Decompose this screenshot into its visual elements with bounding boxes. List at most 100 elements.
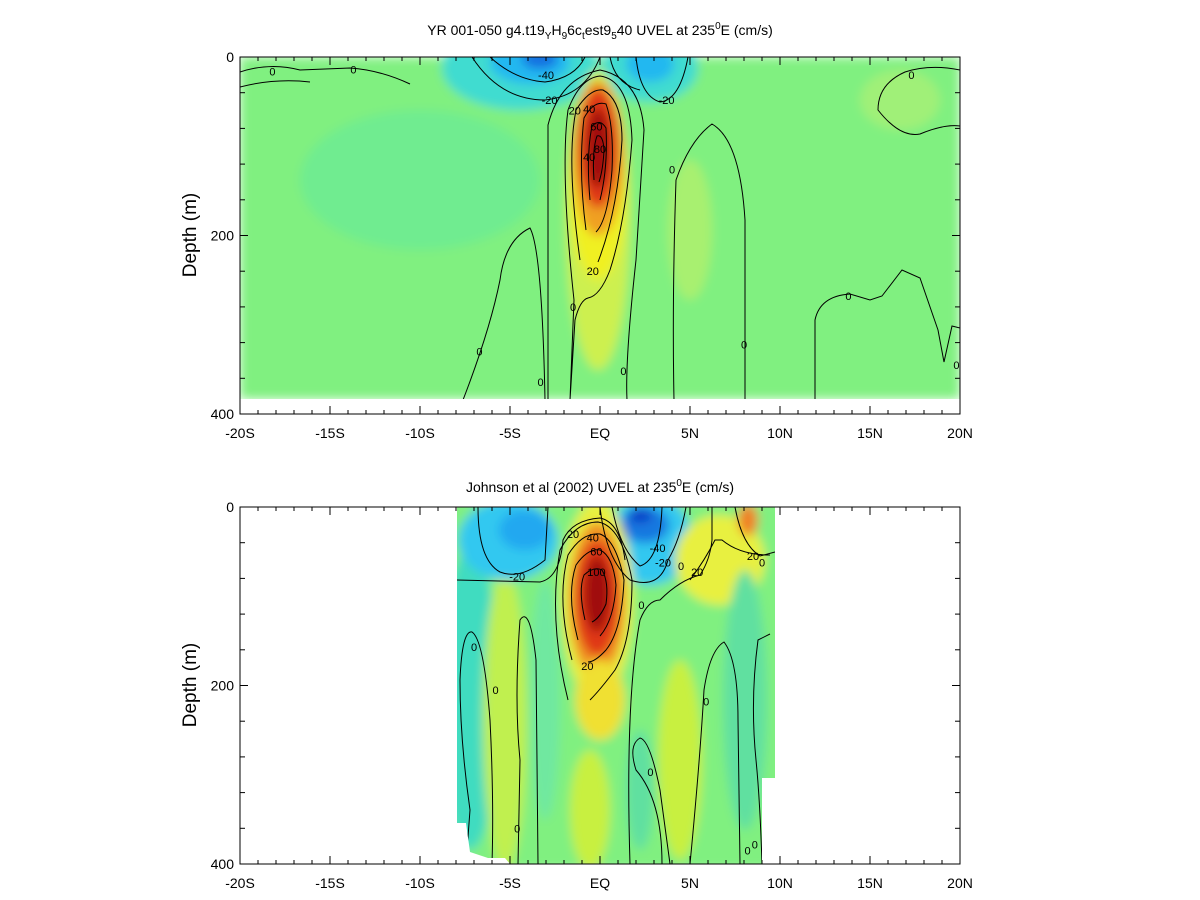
- contour-label: -20: [542, 95, 558, 107]
- sec-north-core-2: [628, 507, 652, 523]
- contour-label: 0: [269, 66, 275, 78]
- contour-label: 0: [845, 291, 851, 303]
- contour-line: [459, 631, 494, 864]
- contour-label: 0: [620, 366, 626, 378]
- chart-title-1: YR 001-050 g4.t19YH96ctest9540 UVEL at 2…: [427, 21, 773, 42]
- y-tick-label: 200: [211, 228, 235, 244]
- contour-label: 60: [590, 547, 602, 559]
- east-flow-15n-1: [860, 70, 940, 130]
- x-tick-label: 5N: [681, 425, 699, 441]
- contour-line: [632, 737, 671, 864]
- contour-label: 20: [691, 567, 703, 579]
- contour-line: [599, 507, 687, 583]
- x-tick-label: EQ: [590, 875, 610, 891]
- contour-line: [611, 507, 663, 567]
- contour-label: 40: [583, 152, 595, 164]
- contour-line: [516, 616, 539, 864]
- chart-panel-1: YR 001-050 g4.t19YH96ctest9540 UVEL at 2…: [180, 21, 973, 441]
- contour-line: [672, 123, 746, 399]
- east-flow-3n-2: [658, 660, 702, 860]
- contour-label: -20: [655, 557, 671, 569]
- contour-line: [547, 69, 645, 399]
- contour-line: [587, 122, 607, 201]
- contour-line: [628, 507, 713, 864]
- contour-line: [689, 539, 771, 581]
- west-flow-2n-2: [626, 730, 654, 850]
- sec-north-mid-1: [626, 57, 674, 82]
- contour-line: [592, 135, 605, 183]
- contour-line: [240, 66, 411, 85]
- contour-label: -40: [650, 543, 666, 555]
- x-tick-label: -20S: [225, 875, 255, 891]
- contour-label: 20: [581, 661, 593, 673]
- contour-line: [477, 507, 549, 575]
- x-axis-1: -20S -15S -10S -5S EQ 5N 10N 15N 20N: [225, 57, 973, 441]
- contour-label: 20: [587, 266, 599, 278]
- contour-label: 100: [587, 567, 605, 579]
- contour-label: 60: [590, 122, 602, 134]
- contour-label: -40: [538, 70, 554, 82]
- sec-south-mid-2: [499, 510, 551, 550]
- y-axis-label-1: Depth (m): [180, 193, 201, 277]
- west-flow-7n-2: [723, 570, 767, 830]
- x-axis-2: -20S -15S -10S -5S EQ 5N 10N 15N 20N: [225, 507, 973, 891]
- contour-line: [814, 269, 960, 399]
- contour-label: 0: [471, 642, 477, 654]
- contours-2: [457, 507, 775, 864]
- x-tick-label: 15N: [857, 875, 883, 891]
- contour-label: 0: [538, 377, 544, 389]
- contour-line: [462, 227, 546, 399]
- contour-label: 20: [747, 551, 759, 563]
- contour-label: 0: [759, 557, 765, 569]
- y-tick-label: 400: [211, 406, 235, 422]
- contour-line: [562, 533, 625, 663]
- x-tick-label: 20N: [947, 875, 973, 891]
- contour-label: -20: [509, 572, 525, 584]
- contour-line: [457, 517, 626, 583]
- velocity-field-1: [240, 57, 960, 399]
- sec-south-core-1: [522, 57, 558, 69]
- chart-panel-2: Johnson et al (2002) UVEL at 2350E (cm/s…: [180, 478, 973, 891]
- weak-west-flow-1: [300, 110, 540, 250]
- x-tick-label: 10N: [767, 425, 793, 441]
- contours-1: [240, 57, 960, 399]
- x-tick-label: 15N: [857, 425, 883, 441]
- contour-label: 0: [953, 360, 959, 372]
- y-tick-label: 400: [211, 856, 235, 872]
- contour-label: 0: [493, 685, 499, 697]
- x-tick-label: -15S: [315, 875, 345, 891]
- contour-line: [752, 633, 771, 864]
- contour-line: [734, 507, 775, 557]
- contour-label: 0: [638, 600, 644, 612]
- contour-line: [580, 568, 608, 623]
- x-tick-label: 20N: [947, 425, 973, 441]
- contour-line: [571, 89, 623, 263]
- x-tick-label: -5S: [499, 425, 521, 441]
- contour-label: 0: [741, 339, 747, 351]
- contour-label: 80: [594, 144, 606, 156]
- west-flow-south-2: [530, 580, 560, 820]
- contour-label: 0: [745, 846, 751, 858]
- x-tick-label: -15S: [315, 425, 345, 441]
- contour-label: 0: [908, 70, 914, 82]
- y-tick-label: 0: [226, 49, 234, 65]
- y-axis-label-2: Depth (m): [180, 643, 201, 727]
- necc-core-2: [738, 507, 758, 536]
- contour-label: 0: [647, 767, 653, 779]
- x-tick-label: -10S: [405, 875, 435, 891]
- contour-label: 0: [476, 347, 482, 359]
- contour-line: [240, 80, 311, 88]
- x-tick-label: 10N: [767, 875, 793, 891]
- contour-line: [570, 549, 617, 641]
- euc-core-2: [584, 556, 610, 632]
- contour-label: 40: [583, 104, 595, 116]
- contour-line: [555, 521, 633, 701]
- contour-label: 0: [752, 839, 758, 851]
- contour-label: 0: [678, 561, 684, 573]
- contour-label: 0: [669, 164, 675, 176]
- x-tick-label: -5S: [499, 875, 521, 891]
